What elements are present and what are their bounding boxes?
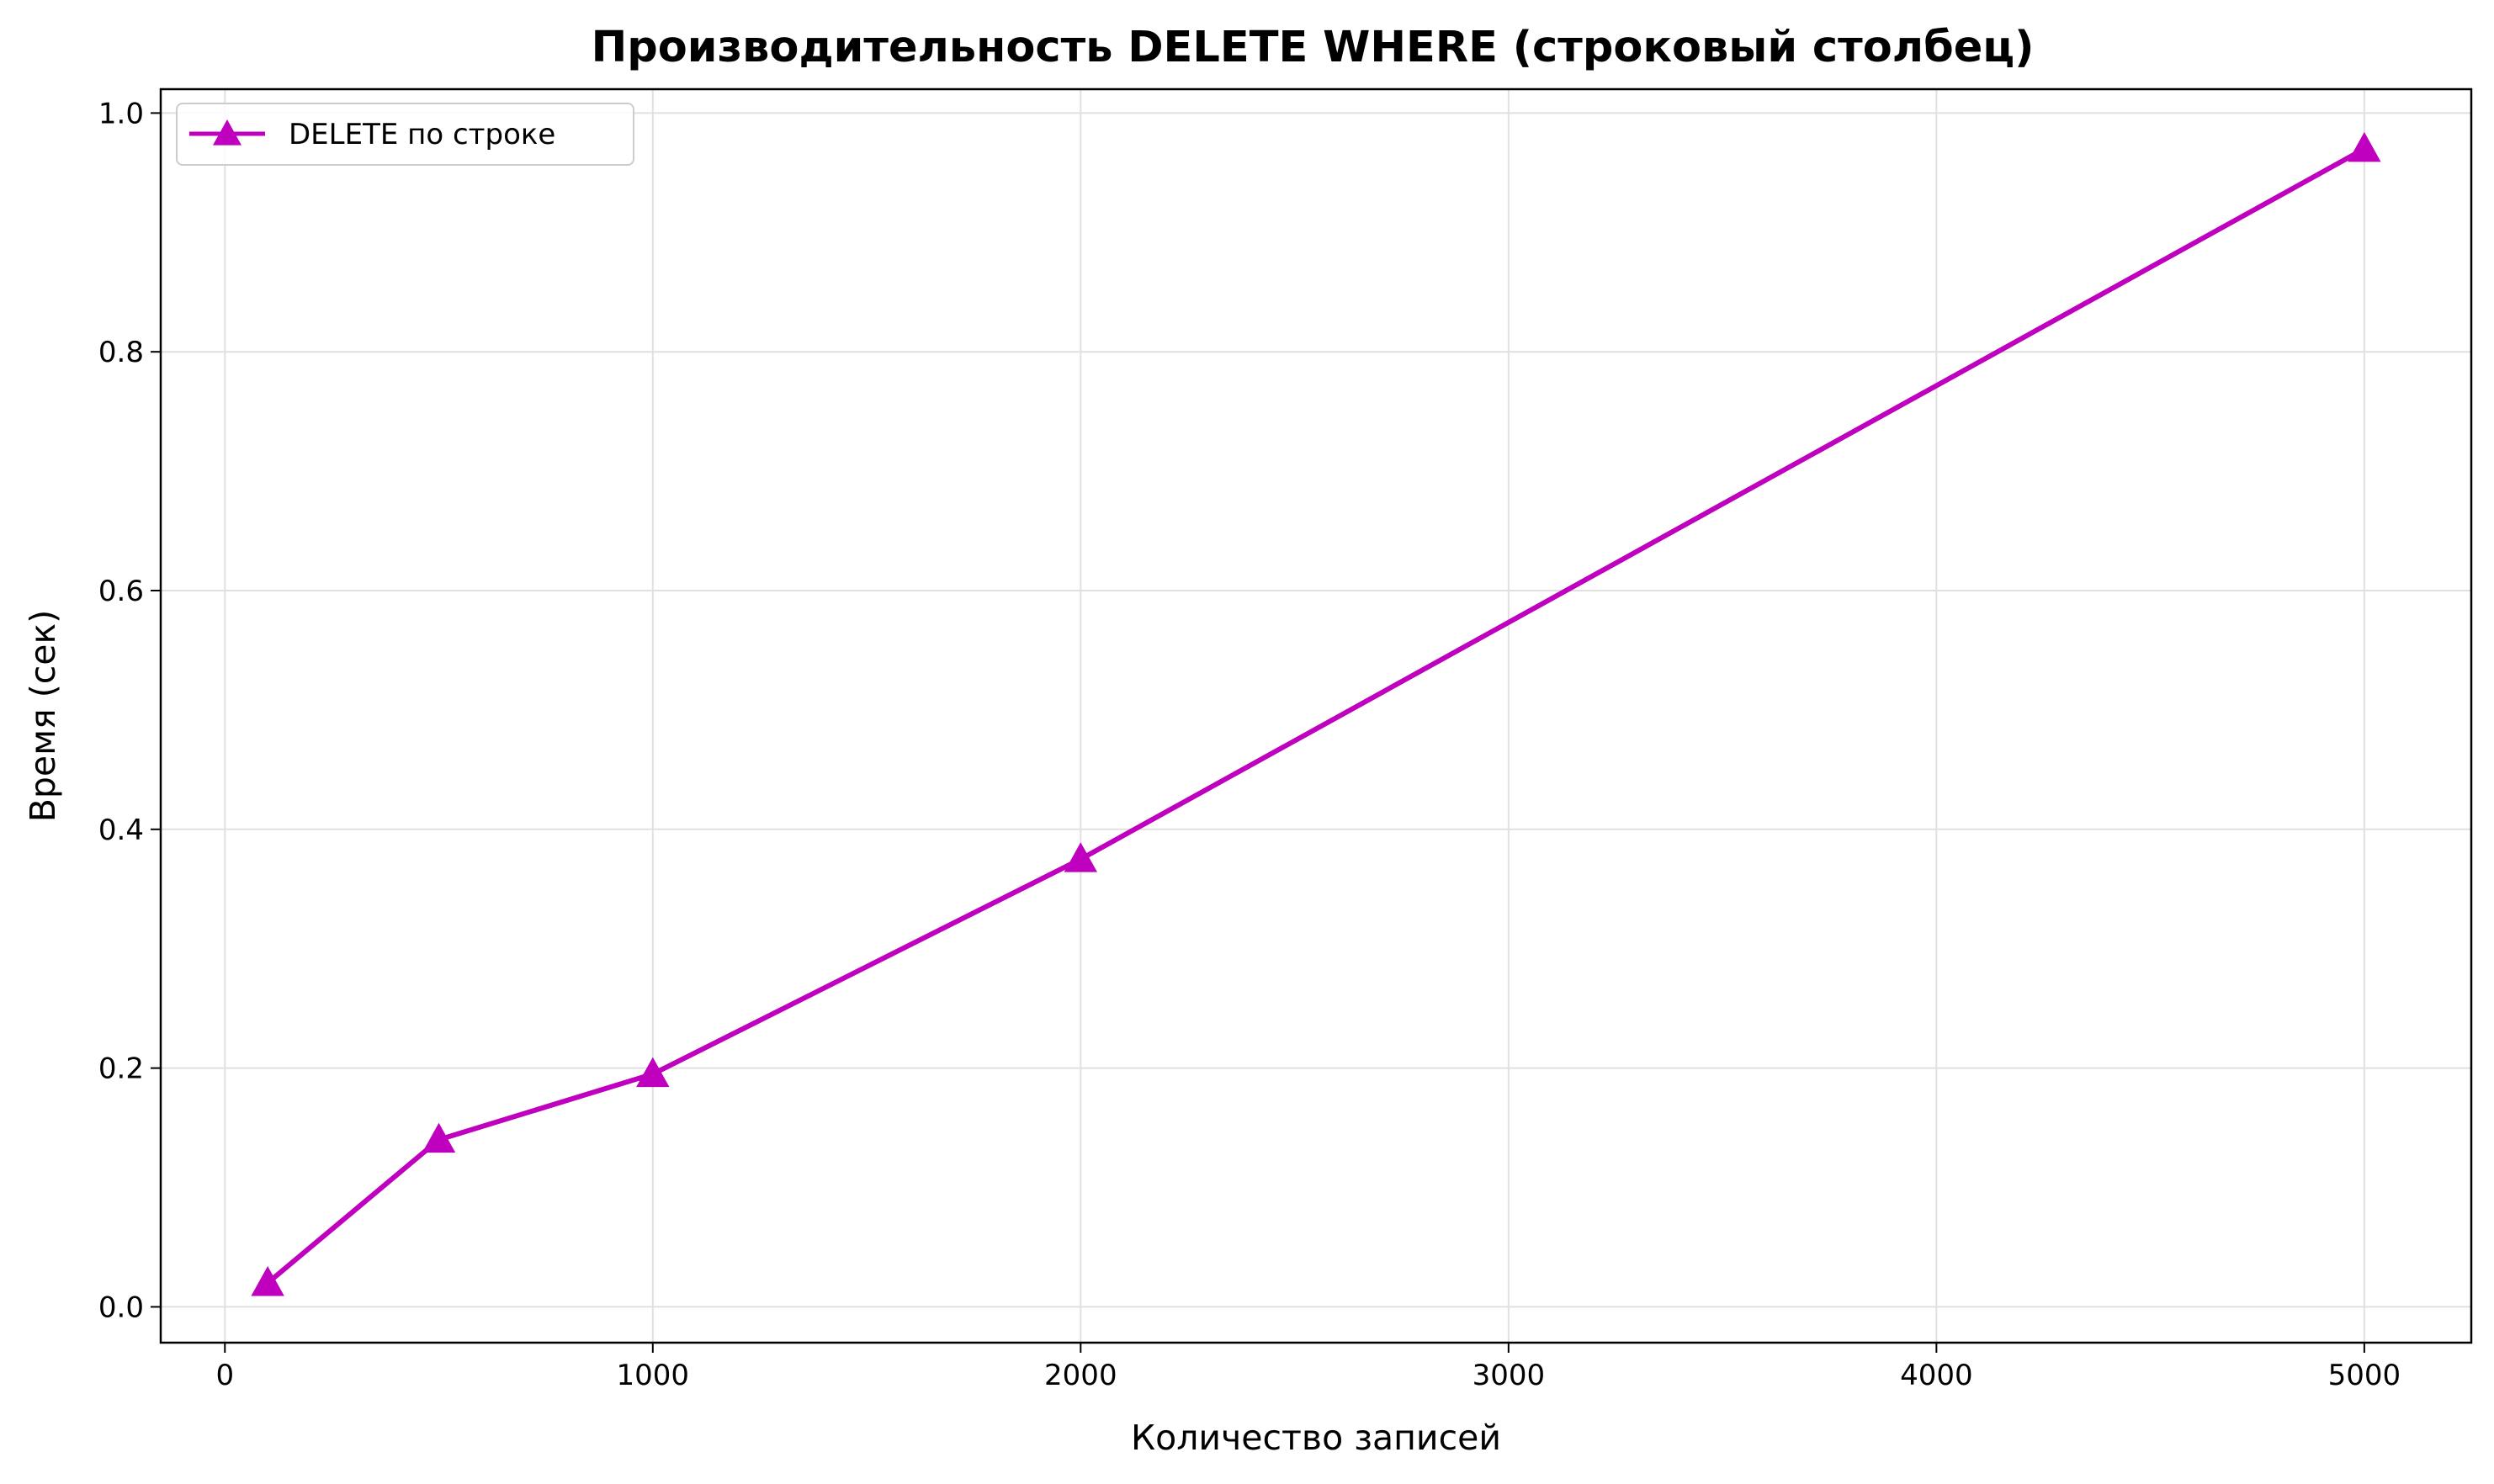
- x-tick-label: 4000: [1900, 1359, 1973, 1392]
- y-tick-label: 1.0: [98, 97, 144, 130]
- series-line: [266, 146, 2366, 1285]
- y-tick-label: 0.0: [98, 1291, 144, 1324]
- y-axis: 0.0 0.2 0.4 0.6 0.8 1.0: [98, 97, 161, 1324]
- chart-title: Производительность DELETE WHERE (строков…: [592, 23, 2035, 72]
- plot-frame: [159, 87, 2473, 1344]
- data-point: [1064, 842, 1098, 872]
- x-tick-label: 5000: [2328, 1359, 2401, 1392]
- data-point: [636, 1057, 670, 1088]
- y-tick-label: 0.2: [98, 1052, 144, 1086]
- x-axis: 0 1000 2000 3000 4000 5000: [215, 1343, 2401, 1392]
- x-tick-label: 0: [215, 1359, 234, 1392]
- y-axis-label: Время (сек): [23, 610, 63, 823]
- legend-triangle-marker: [213, 119, 241, 146]
- x-tick-label: 2000: [1044, 1359, 1117, 1392]
- data-point: [422, 1122, 456, 1153]
- x-tick-label: 3000: [1473, 1359, 1546, 1392]
- legend: DELETE по строке: [176, 103, 634, 166]
- y-tick-label: 0.6: [98, 575, 144, 608]
- legend-box: [176, 103, 634, 166]
- legend-entry-label: DELETE по строке: [289, 118, 555, 151]
- x-tick-label: 1000: [617, 1359, 690, 1392]
- data-point: [251, 1265, 284, 1296]
- series-layer: [251, 131, 2381, 1296]
- data-point: [2348, 131, 2381, 162]
- grid-layer: [161, 89, 2471, 1343]
- x-axis-label: Количество записей: [1131, 1418, 1501, 1458]
- y-tick-label: 0.8: [98, 336, 144, 369]
- y-tick-label: 0.4: [98, 814, 144, 847]
